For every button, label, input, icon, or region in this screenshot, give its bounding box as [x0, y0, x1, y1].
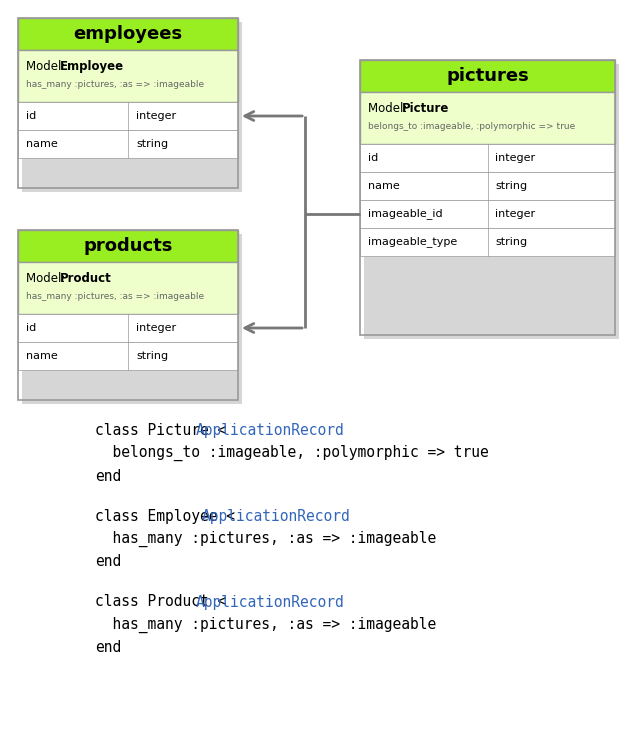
Text: string: string	[495, 237, 528, 247]
Bar	[360, 60, 615, 92]
Text: imageable_id: imageable_id	[368, 208, 443, 219]
Bar	[18, 314, 238, 342]
Bar	[18, 18, 238, 50]
Text: Model:: Model:	[368, 101, 411, 114]
Text: Product: Product	[60, 271, 112, 284]
Bar	[18, 230, 238, 262]
Text: pictures: pictures	[446, 67, 529, 85]
Bar	[360, 172, 615, 200]
Text: id: id	[368, 153, 378, 163]
Text: imageable_type: imageable_type	[368, 236, 457, 247]
Text: has_many :pictures, :as => :imageable: has_many :pictures, :as => :imageable	[26, 79, 204, 88]
Text: integer: integer	[495, 209, 536, 219]
Text: name: name	[368, 181, 400, 191]
Bar	[18, 130, 238, 158]
Text: class Employee <: class Employee <	[95, 509, 244, 523]
Text: employees: employees	[74, 25, 183, 43]
Text: integer: integer	[495, 153, 536, 163]
Bar	[360, 228, 615, 256]
Text: Model:: Model:	[26, 271, 69, 284]
Text: string: string	[495, 181, 528, 191]
Text: Model:: Model:	[26, 60, 69, 72]
Bar	[22, 22, 242, 192]
Text: has_many :pictures, :as => :imageable: has_many :pictures, :as => :imageable	[95, 617, 437, 633]
Text: string: string	[136, 139, 168, 149]
Text: class Picture <: class Picture <	[95, 423, 235, 437]
Text: has_many :pictures, :as => :imageable: has_many :pictures, :as => :imageable	[95, 531, 437, 547]
Bar	[360, 144, 615, 172]
Bar	[360, 60, 615, 335]
Text: end: end	[95, 555, 121, 569]
Text: id: id	[26, 323, 37, 333]
Bar	[360, 200, 615, 228]
Text: Picture: Picture	[402, 101, 449, 114]
Bar	[364, 64, 619, 339]
Bar	[18, 262, 238, 314]
Text: class Product <: class Product <	[95, 595, 235, 609]
Text: end: end	[95, 469, 121, 483]
Text: name: name	[26, 351, 58, 361]
Text: integer: integer	[136, 323, 176, 333]
Bar	[18, 230, 238, 400]
Text: name: name	[26, 139, 58, 149]
Bar	[18, 102, 238, 130]
Text: string: string	[136, 351, 168, 361]
Text: ApplicationRecord: ApplicationRecord	[196, 595, 345, 609]
Text: id: id	[26, 111, 37, 121]
Text: products: products	[83, 237, 172, 255]
Bar	[22, 234, 242, 404]
Bar	[18, 342, 238, 370]
Bar	[360, 92, 615, 144]
Text: Employee: Employee	[60, 60, 124, 72]
Text: integer: integer	[136, 111, 176, 121]
Text: ApplicationRecord: ApplicationRecord	[196, 423, 345, 437]
Text: has_many :pictures, :as => :imageable: has_many :pictures, :as => :imageable	[26, 292, 204, 300]
Bar	[18, 18, 238, 188]
Text: end: end	[95, 641, 121, 655]
Bar	[18, 50, 238, 102]
Text: belongs_to :imageable, :polymorphic => true: belongs_to :imageable, :polymorphic => t…	[368, 122, 575, 130]
Text: ApplicationRecord: ApplicationRecord	[202, 509, 351, 523]
Text: belongs_to :imageable, :polymorphic => true: belongs_to :imageable, :polymorphic => t…	[95, 445, 488, 461]
